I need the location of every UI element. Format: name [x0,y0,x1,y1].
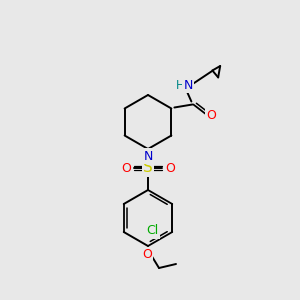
Text: H: H [176,79,185,92]
Text: Cl: Cl [146,224,158,238]
Text: S: S [143,160,153,175]
Text: O: O [206,109,216,122]
Text: N: N [184,79,193,92]
Text: N: N [143,149,153,163]
Text: O: O [142,248,152,262]
Text: O: O [121,161,131,175]
Text: O: O [165,161,175,175]
